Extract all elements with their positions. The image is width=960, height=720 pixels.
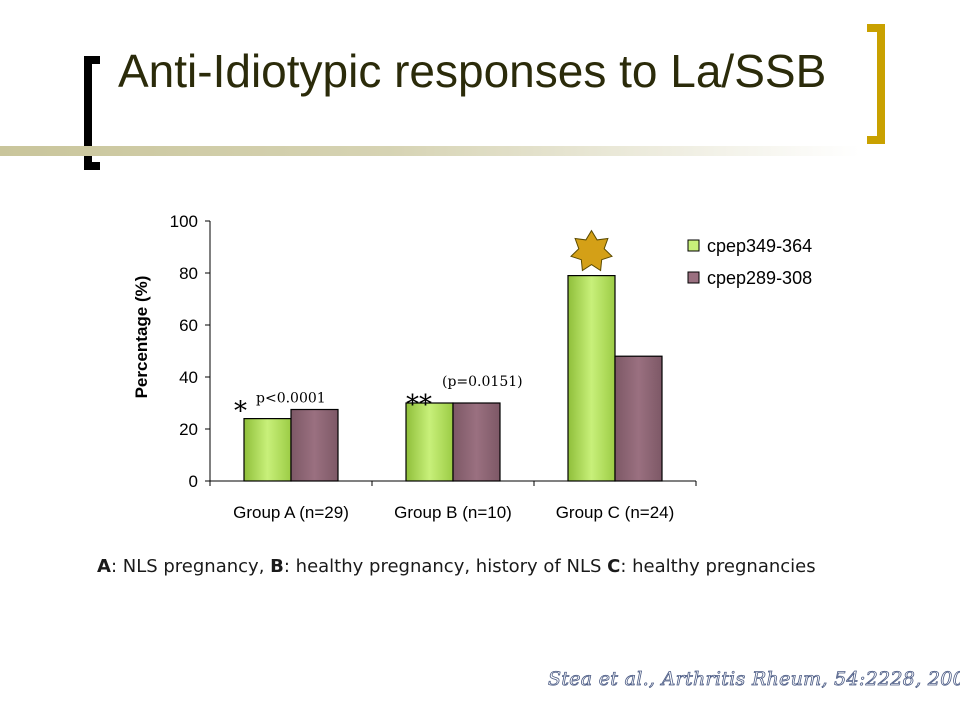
bar-2-2 [452, 402, 501, 482]
y-tick-label: 40 [179, 368, 198, 387]
bar-2-3 [614, 355, 663, 482]
x-category-label: Group A (n=29) [233, 503, 349, 522]
caption-group-letter: B [270, 556, 284, 577]
legend-swatch [687, 271, 700, 284]
y-tick-label: 0 [189, 472, 198, 491]
x-category-label: Group B (n=10) [394, 503, 512, 522]
y-tick-label: 60 [179, 316, 198, 335]
citation: Stea et al., Arthritis Rheum, 54:2228, 2… [548, 668, 960, 691]
bar-2-1 [290, 408, 339, 482]
y-tick-label: 20 [179, 420, 198, 439]
legend-label: cpep349-364 [707, 236, 812, 256]
p-value-label: (p=0.0151) [442, 374, 523, 390]
x-category-label: Group C (n=24) [556, 503, 675, 522]
bar-1-1 [243, 418, 292, 482]
significance-mark: ** [406, 390, 432, 420]
caption-group-letter: C [607, 556, 621, 577]
group-legend-caption: A: NLS pregnancy, B: healthy pregnancy, … [97, 556, 816, 577]
title-underline-rule [0, 146, 860, 156]
caption-text: : healthy pregnancy, history of NLS [283, 556, 608, 577]
legend-swatch [687, 239, 700, 252]
bar-1-3 [567, 275, 616, 482]
p-value-label: p<0.0001 [256, 391, 326, 407]
legend-label: cpep289-308 [707, 268, 812, 288]
slide-title: Anti-Idiotypic responses to La/SSB [118, 45, 827, 97]
left-bracket-decoration [84, 56, 100, 170]
significance-mark: * [234, 397, 247, 427]
right-bracket-decoration [867, 24, 885, 144]
caption-text: : NLS pregnancy, [110, 556, 271, 577]
y-tick-label: 100 [170, 212, 198, 231]
y-tick-label: 80 [179, 264, 198, 283]
star-icon [570, 229, 613, 272]
y-axis-label: Percentage (%) [132, 276, 151, 399]
caption-group-letter: A [97, 556, 111, 577]
bar-1-2 [405, 402, 454, 482]
caption-text: : healthy pregnancies [620, 556, 816, 577]
